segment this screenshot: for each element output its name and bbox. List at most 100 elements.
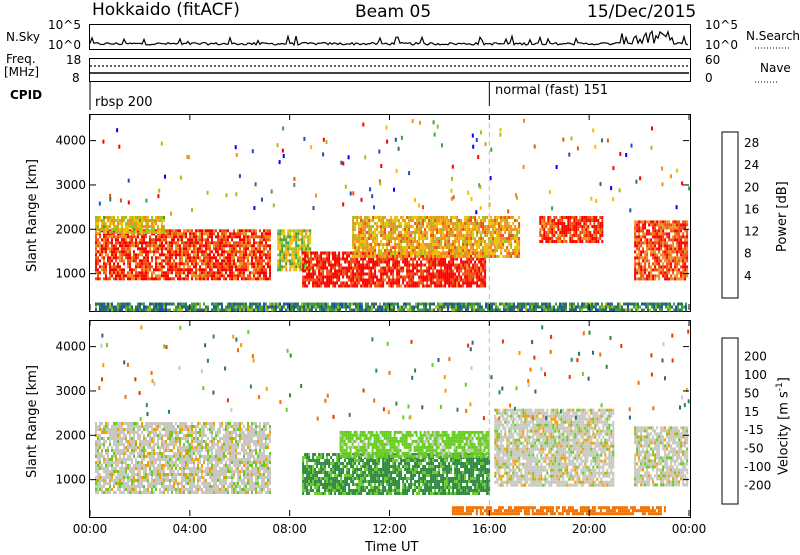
heatmap-cell-0 [213,303,215,306]
heatmap-cell-0 [117,277,119,280]
heatmap-cell-0 [377,309,379,312]
heatmap-cell-0 [193,259,195,262]
heatmap-cell-0 [324,258,326,261]
heatmap-cell-0 [545,234,547,237]
heatmap-cell-0 [424,270,426,273]
heatmap-cell-0 [417,306,419,309]
heatmap-cell-0 [123,253,125,256]
heatmap-cell-0 [187,244,189,247]
heatmap-cell-0 [484,285,486,288]
heatmap-cell-0 [177,253,179,256]
heatmap-cell-0 [193,303,195,306]
heatmap-cell-0 [191,271,193,274]
heatmap-cell-0 [386,246,388,249]
heatmap-cell-0 [650,250,652,253]
heatmap-cell-0 [229,250,231,253]
heatmap-cell-0 [277,259,279,262]
heatmap-cell-0 [113,306,115,309]
heatmap-cell-0 [450,276,452,279]
heatmap-cell-0 [354,276,356,279]
heatmap-cell-0 [625,309,627,312]
heatmap-cell-0 [492,225,494,228]
heatmap-cell-0 [322,273,324,276]
heatmap-cell-0 [179,259,181,262]
heatmap-cell-0 [364,234,366,237]
heatmap-cell-0 [496,249,498,252]
heatmap-cell-0 [667,306,669,309]
heatmap-cell-0 [601,234,603,237]
heatmap-cell-0 [209,250,211,253]
heatmap-cell-0 [418,255,420,258]
heatmap-cell-0 [163,309,165,312]
heatmap-cell-0 [121,225,123,228]
heatmap-cell-0 [547,237,549,240]
heatmap-cell-0 [541,237,543,240]
heatmap-cell-0 [456,231,458,234]
heatmap-cell-0 [161,238,163,241]
heatmap-cell-0 [332,267,334,270]
heatmap-cell-0 [179,303,181,306]
heatmap-cell-0 [670,229,672,232]
heatmap-cell-0 [429,309,431,312]
heatmap-cell-0 [169,250,171,253]
heatmap-cell-0 [513,303,515,306]
heatmap-cell-0 [307,235,309,238]
heatmap-cell-0 [326,285,328,288]
heatmap-cell-0 [137,303,139,306]
heatmap-cell-0 [97,241,99,244]
heatmap-cell-0 [297,306,299,309]
heatmap-cell-0 [589,240,591,243]
heatmap-cell-0 [97,277,99,280]
heatmap-cell-0 [678,247,680,250]
heatmap-cell-0 [159,216,161,219]
heatmap-cell-0 [352,276,354,279]
heatmap-cell-0 [613,306,615,309]
heatmap-cell-0 [241,306,243,309]
heatmap-cell-0 [155,219,157,222]
heatmap-cell-0 [211,274,213,277]
heatmap-cell-0 [354,225,356,228]
heatmap-cell-0 [338,255,340,258]
heatmap-speckle-0 [186,155,188,159]
heatmap-cell-0 [386,261,388,264]
heatmap-cell-0 [354,264,356,267]
heatmap-cell-0 [676,259,678,262]
heatmap-cell-0 [261,244,263,247]
heatmap-cell-0 [676,265,678,268]
heatmap-cell-0 [364,246,366,249]
heatmap-cell-0 [221,229,223,232]
heatmap-cell-0 [344,282,346,285]
heatmap-cell-0 [462,273,464,276]
heatmap-cell-0 [368,219,370,222]
heatmap-cell-0 [617,309,619,312]
heatmap-cell-0 [111,235,113,238]
heatmap-cell-0 [195,271,197,274]
heatmap-cell-0 [243,259,245,262]
heatmap-cell-0 [444,273,446,276]
heatmap-cell-0 [161,222,163,225]
heatmap-cell-0 [205,241,207,244]
heatmap-cell-0 [259,244,261,247]
heatmap-cell-0 [121,256,123,259]
heatmap-cell-0 [289,265,291,268]
heatmap-cell-0 [243,253,245,256]
heatmap-cell-0 [434,243,436,246]
heatmap-cell-0 [448,276,450,279]
heatmap-cell-0 [358,240,360,243]
heatmap-cell-0 [470,270,472,273]
heatmap-cell-0 [356,285,358,288]
heatmap-cell-0 [634,256,636,259]
heatmap-cell-0 [312,258,314,261]
heatmap-cell-0 [571,240,573,243]
heatmap-cell-0 [502,234,504,237]
heatmap-cell-0 [185,229,187,232]
heatmap-cell-0 [227,238,229,241]
heatmap-cell-0 [113,271,115,274]
heatmap-cell-0 [259,303,261,306]
heatmap-cell-0 [265,244,267,247]
heatmap-cell-0 [510,231,512,234]
heatmap-cell-0 [452,252,454,255]
heatmap-cell-0 [167,253,169,256]
heatmap-cell-0 [402,276,404,279]
heatmap-cell-0 [109,256,111,259]
